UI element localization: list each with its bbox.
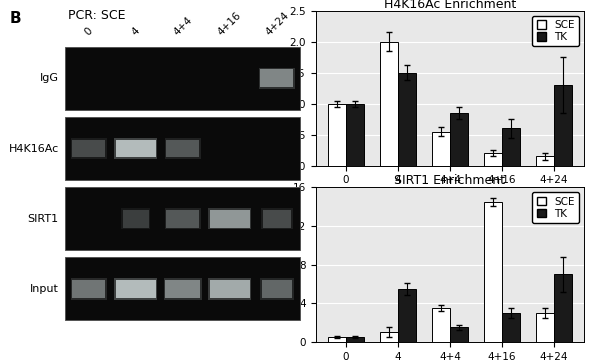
- Bar: [380, 332, 398, 342]
- Bar: [554, 274, 572, 342]
- FancyBboxPatch shape: [261, 208, 293, 229]
- FancyBboxPatch shape: [208, 278, 251, 300]
- Text: B: B: [9, 11, 21, 26]
- Bar: [450, 328, 468, 342]
- Bar: [554, 85, 572, 166]
- FancyBboxPatch shape: [210, 210, 250, 228]
- Bar: [432, 308, 450, 342]
- FancyBboxPatch shape: [116, 280, 156, 298]
- Bar: [502, 313, 520, 342]
- FancyBboxPatch shape: [114, 138, 157, 159]
- Bar: [380, 42, 398, 166]
- FancyBboxPatch shape: [166, 210, 199, 228]
- FancyBboxPatch shape: [259, 68, 295, 89]
- Bar: [398, 289, 416, 342]
- Text: 0: 0: [83, 26, 94, 38]
- Text: IgG: IgG: [40, 73, 59, 83]
- FancyBboxPatch shape: [116, 140, 156, 157]
- Legend: SCE, TK: SCE, TK: [532, 192, 579, 223]
- Text: 4+4: 4+4: [172, 15, 194, 38]
- FancyBboxPatch shape: [166, 140, 199, 157]
- Text: PCR: SCE: PCR: SCE: [68, 9, 126, 22]
- Bar: [536, 313, 554, 342]
- FancyBboxPatch shape: [165, 208, 201, 229]
- Text: 4+16: 4+16: [216, 10, 244, 38]
- Bar: [328, 337, 346, 342]
- Bar: [536, 156, 554, 166]
- Text: Input: Input: [30, 284, 59, 294]
- FancyBboxPatch shape: [65, 117, 300, 180]
- Bar: [346, 337, 364, 342]
- Bar: [484, 202, 502, 342]
- FancyBboxPatch shape: [260, 69, 293, 87]
- FancyBboxPatch shape: [121, 208, 150, 229]
- FancyBboxPatch shape: [71, 278, 107, 300]
- FancyBboxPatch shape: [165, 280, 201, 298]
- FancyBboxPatch shape: [71, 138, 107, 159]
- FancyBboxPatch shape: [208, 208, 251, 229]
- Bar: [398, 73, 416, 166]
- Bar: [484, 153, 502, 166]
- FancyBboxPatch shape: [65, 47, 300, 110]
- Title: H4K16Ac Enrichment: H4K16Ac Enrichment: [384, 0, 516, 11]
- Text: 4+24: 4+24: [263, 10, 290, 38]
- Bar: [502, 129, 520, 166]
- Text: 4: 4: [130, 26, 142, 38]
- Bar: [346, 104, 364, 166]
- FancyBboxPatch shape: [261, 280, 292, 298]
- Bar: [450, 113, 468, 166]
- Text: SIRT1: SIRT1: [28, 214, 59, 224]
- FancyBboxPatch shape: [263, 210, 291, 228]
- FancyBboxPatch shape: [72, 280, 105, 298]
- FancyBboxPatch shape: [65, 187, 300, 250]
- FancyBboxPatch shape: [72, 140, 105, 157]
- Bar: [432, 131, 450, 166]
- FancyBboxPatch shape: [114, 278, 157, 300]
- FancyBboxPatch shape: [163, 278, 202, 300]
- Title: SIRT1 Enrichment: SIRT1 Enrichment: [394, 174, 506, 187]
- FancyBboxPatch shape: [260, 278, 294, 300]
- Text: H4K16Ac: H4K16Ac: [9, 144, 59, 153]
- FancyBboxPatch shape: [210, 280, 250, 298]
- Bar: [328, 104, 346, 166]
- Legend: SCE, TK: SCE, TK: [532, 16, 579, 46]
- FancyBboxPatch shape: [165, 138, 201, 159]
- FancyBboxPatch shape: [65, 257, 300, 320]
- FancyBboxPatch shape: [123, 210, 149, 228]
